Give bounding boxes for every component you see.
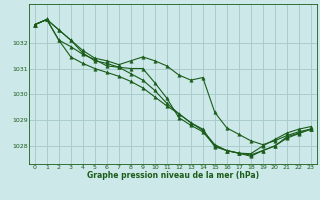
X-axis label: Graphe pression niveau de la mer (hPa): Graphe pression niveau de la mer (hPa) [87, 171, 259, 180]
